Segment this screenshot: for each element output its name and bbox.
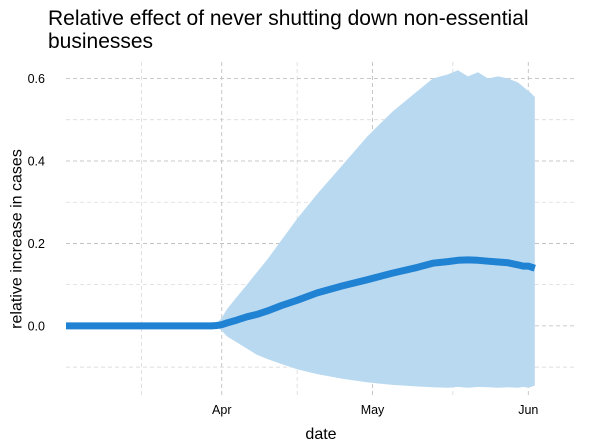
confidence-band	[66, 70, 535, 388]
y-axis-label: relative increase in cases	[9, 149, 26, 329]
chart-title: Relative effect of never shutting down n…	[48, 7, 529, 53]
y-tick-label: 0.4	[28, 154, 45, 168]
confidence-band-group	[66, 70, 535, 388]
chart-title-line: Relative effect of never shutting down n…	[48, 7, 529, 30]
x-tick-label: May	[361, 403, 385, 417]
y-tick-label: 0.2	[28, 237, 45, 251]
x-axis-ticks: Apr May Jun	[212, 403, 538, 417]
mean-effect-line	[66, 256, 536, 330]
mean-line-group	[66, 256, 536, 330]
y-axis-ticks: 0.0 0.2 0.4 0.6	[28, 72, 45, 333]
x-axis-label: date	[305, 426, 336, 443]
y-tick-label: 0.6	[28, 72, 45, 86]
chart-title-line: businesses	[48, 30, 153, 53]
x-tick-label: Apr	[212, 403, 231, 417]
y-tick-label: 0.0	[28, 319, 45, 333]
x-tick-label: Jun	[518, 403, 538, 417]
